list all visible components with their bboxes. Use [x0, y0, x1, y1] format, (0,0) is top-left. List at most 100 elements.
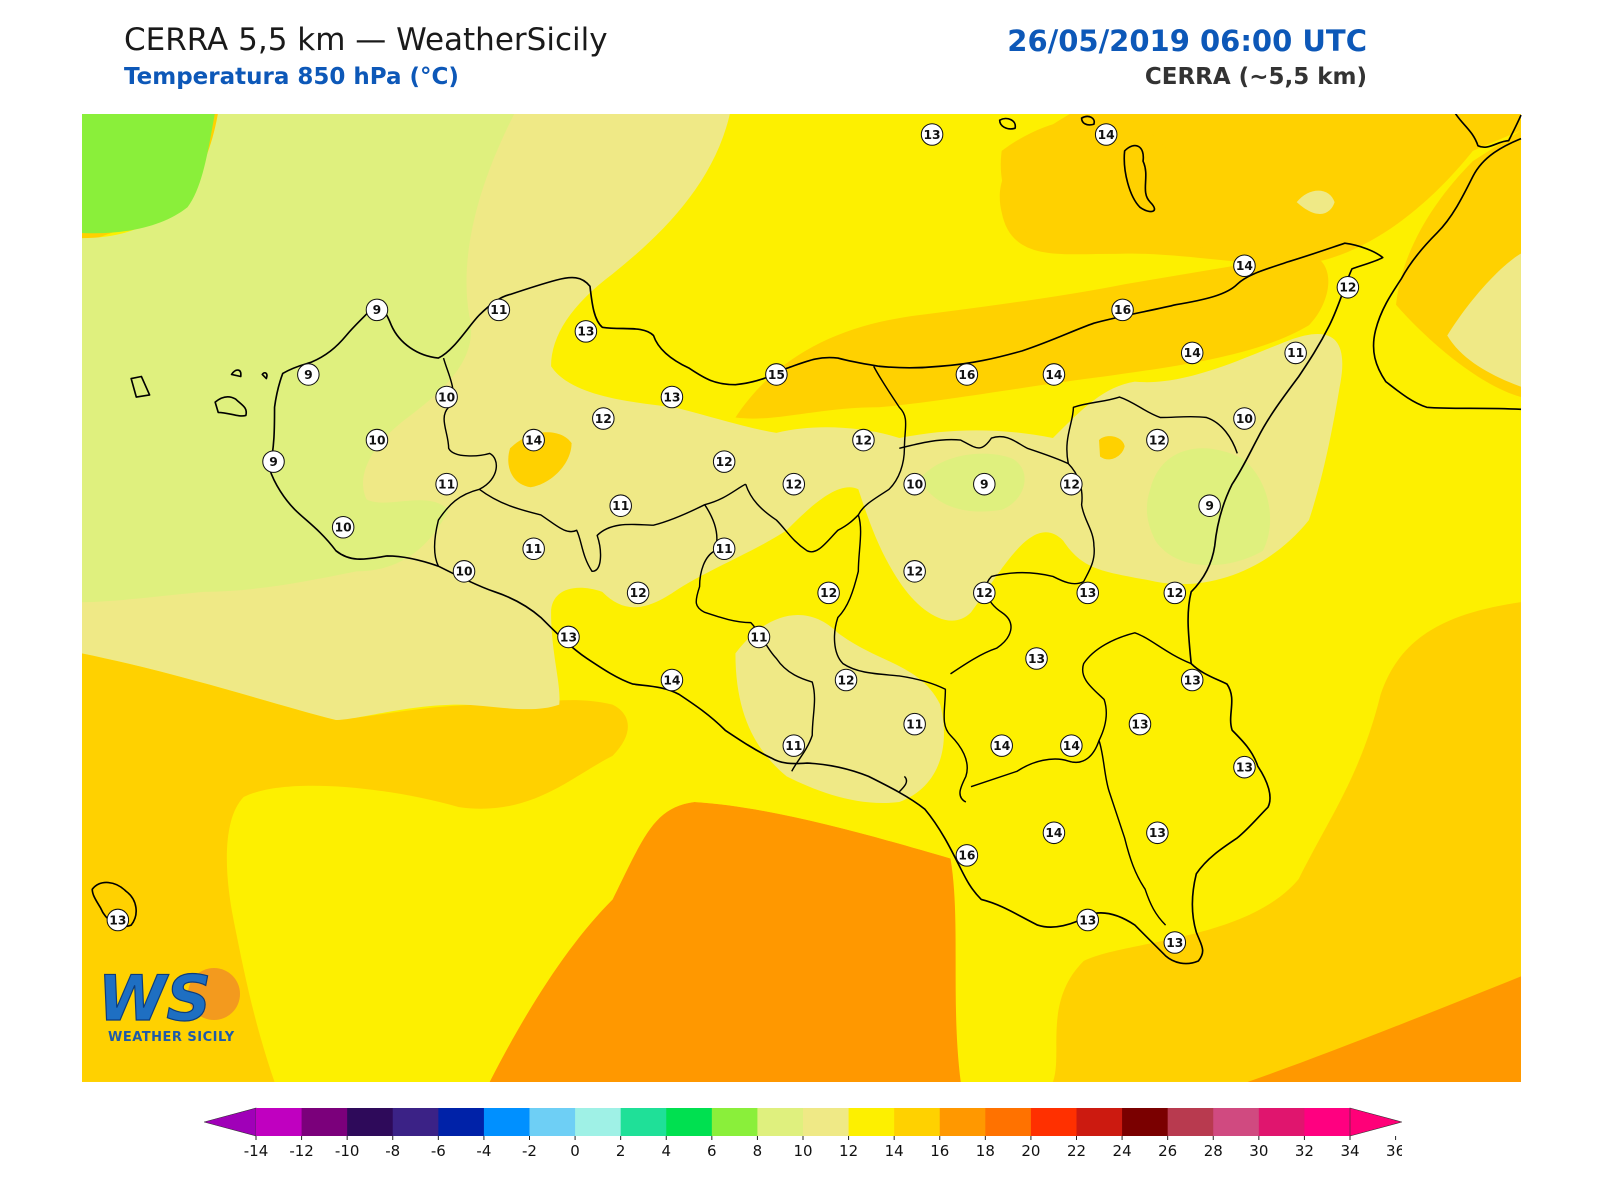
colorbar-tick-label: 24: [1113, 1142, 1132, 1160]
station-value: 10: [455, 565, 472, 579]
station-value: 11: [785, 739, 802, 753]
colorbar-tick-label: 36: [1386, 1142, 1402, 1160]
station-marker: [903, 712, 926, 736]
field-14-16-north-band: [735, 253, 1329, 419]
aeolian-islands: [1123, 144, 1156, 213]
station-marker: [1163, 931, 1187, 954]
station-value: 12: [1063, 477, 1080, 491]
station-value: 10: [438, 390, 455, 404]
station-marker: [1060, 472, 1083, 496]
map-subtitle: Temperatura 850 hPa (°C): [124, 64, 459, 90]
station-label: 11: [522, 537, 545, 561]
station-value: 10: [1236, 412, 1253, 426]
station-value: 13: [109, 913, 126, 927]
station-value: 9: [373, 303, 382, 317]
weathersicily-logo: WS WEATHER SICILY: [96, 960, 246, 1050]
colorbar-tick-label: 8: [753, 1142, 763, 1160]
station-value: 13: [1079, 913, 1096, 927]
province-border: [833, 514, 968, 803]
station-label: 12: [1146, 428, 1169, 452]
colorbar-tick-label: 6: [707, 1142, 717, 1160]
station-label: 9: [297, 363, 320, 386]
colorbar-tick-label: -10: [335, 1142, 360, 1160]
station-label: 14: [1060, 734, 1083, 757]
colorbar-cell: [483, 1108, 530, 1136]
station-label: 14: [1042, 821, 1066, 845]
field-16-18-se: [1247, 976, 1521, 1082]
station-value: 12: [630, 586, 647, 600]
station-marker: [262, 450, 285, 473]
colorbar-cell: [757, 1108, 804, 1136]
station-marker: [1233, 755, 1256, 779]
station-label: 12: [626, 581, 650, 605]
station-value: 12: [976, 586, 993, 600]
ws-logo-text: WEATHER SICILY: [108, 1030, 235, 1045]
station-value: 14: [663, 673, 680, 687]
station-marker: [955, 363, 979, 386]
station-marker: [435, 472, 458, 496]
colorbar-tick-label: 18: [976, 1142, 995, 1160]
station-value: 9: [1205, 499, 1214, 513]
station-value: 13: [924, 128, 941, 142]
station-marker: [522, 428, 545, 452]
station-label: 16: [1111, 298, 1134, 322]
province-border: [478, 483, 746, 573]
station-marker: [1180, 341, 1204, 365]
station-value: 14: [993, 739, 1010, 753]
station-label: 14: [522, 428, 545, 452]
colorbar-tick-label: 32: [1295, 1142, 1314, 1160]
station-value: 11: [525, 542, 542, 556]
colorbar-cell: [620, 1108, 667, 1136]
station-value: 13: [1166, 936, 1183, 950]
station-value: 13: [1184, 673, 1201, 687]
station-label: 12: [1060, 472, 1083, 496]
station-label: 12: [782, 472, 806, 496]
province-border: [899, 436, 1095, 675]
station-marker: [609, 494, 632, 517]
field-10-12-se: [1447, 253, 1521, 387]
field-16-18-south: [489, 802, 971, 1082]
map-canvas: 13 14 14 12 9 11 16 13 11 14 9 15 16 14 10 13 12 10 10 14 12…: [82, 114, 1522, 1082]
station-marker: [1233, 407, 1256, 430]
station-value: 11: [906, 717, 923, 731]
ws-logo-graphic: WS: [97, 961, 240, 1036]
station-marker: [660, 385, 684, 409]
station-value: 12: [595, 412, 612, 426]
station-label: 10: [435, 385, 458, 409]
station-marker: [973, 581, 996, 605]
station-label: 12: [834, 668, 858, 692]
station-value: 14: [1045, 826, 1062, 840]
station-value: 9: [269, 455, 278, 469]
station-value: 12: [837, 673, 854, 687]
aeolian-islands: [1080, 115, 1096, 126]
station-marker: [557, 625, 580, 649]
station-marker: [1233, 254, 1256, 278]
station-label: 11: [903, 712, 926, 736]
station-marker: [712, 450, 736, 473]
field-14-16-blob-2: [1099, 436, 1125, 460]
station-label: 9: [365, 298, 389, 322]
station-label: 10: [365, 428, 389, 452]
station-label: 15: [765, 363, 788, 386]
colorbar-tick-label: 30: [1249, 1142, 1268, 1160]
station-label: 11: [782, 734, 806, 757]
colorbar-cell: [301, 1108, 348, 1136]
egadi-islands: [214, 396, 248, 417]
station-marker: [955, 844, 979, 867]
field-8-10-mid: [919, 453, 1025, 512]
station-label: 12: [592, 407, 615, 430]
station-marker: [592, 407, 615, 430]
station-label: 12: [712, 450, 736, 473]
field-6-8: [82, 114, 215, 234]
station-value: 9: [980, 477, 989, 491]
map-title: CERRA 5,5 km — WeatherSicily: [124, 22, 608, 58]
colorbar-tick-label: 10: [793, 1142, 812, 1160]
station-marker: [1180, 668, 1204, 692]
station-marker: [817, 581, 840, 605]
station-label: 12: [1336, 276, 1360, 299]
station-value: 14: [1045, 368, 1062, 382]
aeolian-islands: [998, 117, 1017, 130]
province-border: [1098, 740, 1167, 926]
station-value: 10: [368, 433, 385, 447]
station-marker: [852, 428, 875, 452]
